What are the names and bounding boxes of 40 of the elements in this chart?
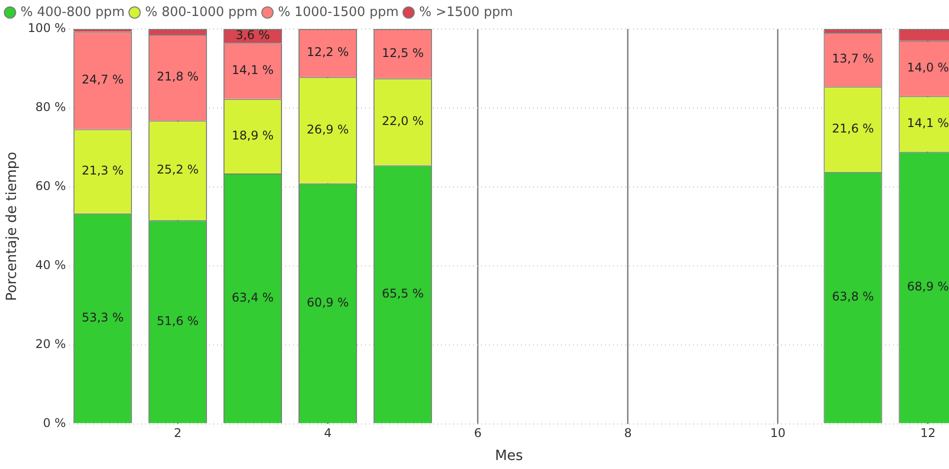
y-tick-label: 60 % <box>35 179 66 194</box>
data-label: 25,2 % <box>156 162 199 176</box>
x-tick-label: 10 <box>770 426 786 440</box>
x-tick-label: 8 <box>624 426 632 440</box>
y-tick-label: 80 % <box>35 100 66 114</box>
y-tick-label: 100 % <box>28 21 66 36</box>
x-tick-label: 2 <box>174 426 182 440</box>
data-label: 51,6 % <box>156 314 199 328</box>
x-tick-label: 6 <box>474 426 482 440</box>
y-tick-label: 0 % <box>43 416 66 430</box>
data-label: 18,9 % <box>232 128 274 142</box>
x-tick-label: 12 <box>920 426 936 440</box>
data-label: 63,4 % <box>232 290 274 305</box>
data-label: 65,5 % <box>382 286 424 300</box>
data-label: 12,5 % <box>382 46 424 60</box>
data-label: 26,9 % <box>306 122 349 136</box>
data-label: 14,1 % <box>232 63 274 78</box>
legend-label: % 1000-1500 ppm <box>278 4 399 20</box>
legend-label: % 400-800 ppm <box>20 4 125 20</box>
y-tick-label: 20 % <box>35 336 66 351</box>
data-label: 60,9 % <box>306 295 349 310</box>
data-label: 21,6 % <box>832 121 874 136</box>
data-label: 68,9 % <box>907 280 949 294</box>
data-label: 22,0 % <box>382 114 424 128</box>
data-label: 21,3 % <box>82 163 124 178</box>
data-label: 14,0 % <box>907 60 949 75</box>
y-axis-title: Porcentaje de tiempo <box>4 152 20 301</box>
data-label: 3,6 % <box>236 28 270 42</box>
data-label: 12,2 % <box>306 45 349 60</box>
data-label: 53,3 % <box>82 310 124 324</box>
x-axis-title: Mes <box>494 448 523 464</box>
legend-label: % >1500 ppm <box>419 4 513 20</box>
data-label: 24,7 % <box>82 72 124 87</box>
legend-label: % 800-1000 ppm <box>145 4 258 20</box>
data-label: 13,7 % <box>832 52 874 66</box>
data-label: 63,8 % <box>832 290 874 304</box>
data-label: 14,1 % <box>907 116 949 130</box>
data-label: 21,8 % <box>156 70 199 84</box>
x-tick-label: 4 <box>324 426 332 440</box>
y-tick-label: 40 % <box>35 258 66 272</box>
